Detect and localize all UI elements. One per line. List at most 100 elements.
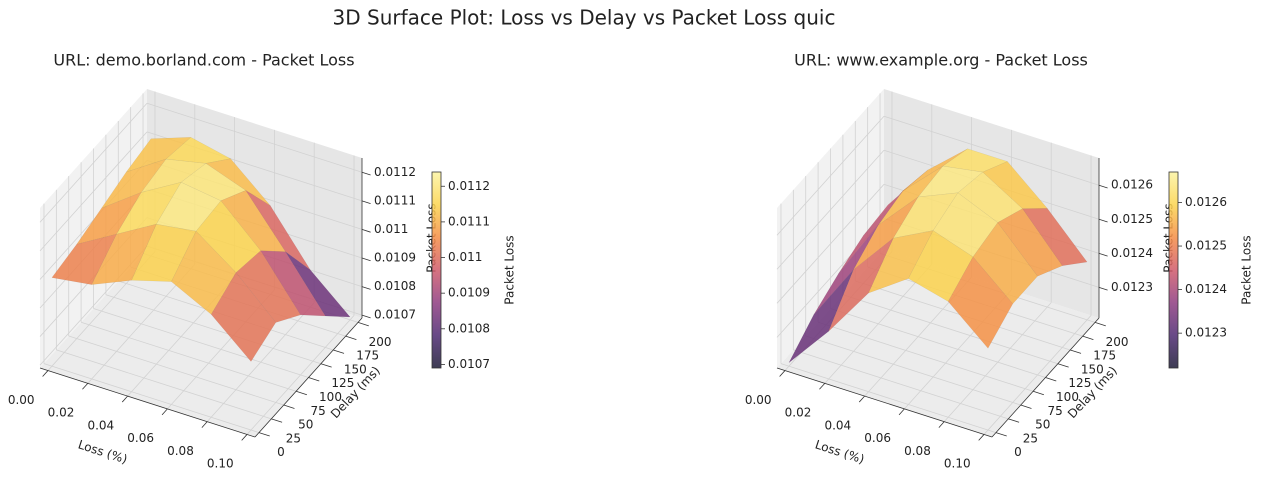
colorbar-tick-label: 0.0124: [1185, 282, 1227, 296]
subplot-title: URL: www.example.org - Packet Loss: [794, 51, 1088, 70]
tick-mark: [121, 395, 128, 403]
y-tick-label: 0: [277, 445, 285, 459]
y-tick-label: 25: [286, 431, 301, 445]
grid-line: [105, 294, 322, 365]
tick-mark: [978, 434, 985, 441]
tick-mark: [938, 421, 945, 428]
y-tick-label: 125: [331, 376, 354, 390]
tick-mark: [241, 434, 248, 441]
y-tick-label: 200: [369, 335, 392, 349]
colorbar-tick-label: 0.0108: [448, 321, 490, 335]
tick-mark: [819, 383, 826, 390]
x-tick-label: 0.10: [207, 457, 234, 471]
grid-line: [80, 321, 297, 392]
x-tick-label: 0.04: [824, 418, 851, 432]
tick-mark: [1098, 218, 1108, 223]
tick-mark: [1098, 184, 1108, 189]
z-tick-label: 0.0108: [374, 279, 416, 293]
tick-mark: [1098, 252, 1108, 257]
y-tick-label: 150: [1081, 362, 1104, 376]
colorbar-tick-label: 0.0112: [448, 179, 490, 193]
z-tick-label: 0.0112: [374, 165, 416, 179]
tick-mark: [995, 432, 1007, 437]
tick-mark: [1020, 404, 1032, 409]
y-tick-label: 75: [310, 404, 325, 418]
tick-mark: [201, 421, 208, 428]
x-tick-label: 0.06: [864, 431, 891, 445]
x-axis-label: Loss (%): [813, 437, 866, 466]
colorbar-tick-label: 0.0111: [448, 214, 490, 228]
grid-line: [776, 115, 885, 236]
grid-line: [780, 363, 997, 433]
x-tick-label: 0.02: [785, 406, 812, 420]
tick-mark: [1094, 322, 1106, 327]
grid-line: [93, 308, 309, 378]
tick-mark: [1098, 286, 1108, 291]
colorbar-tick-label: 0.0126: [1185, 195, 1227, 209]
x-tick-label: 0.10: [944, 457, 971, 471]
tick-mark: [258, 432, 270, 437]
x-tick-label: 0.08: [904, 444, 931, 458]
colorbar: [1168, 171, 1179, 369]
grid-line: [39, 103, 148, 223]
tick-mark: [361, 257, 371, 262]
grid-line: [39, 131, 148, 252]
y-tick-label: 50: [1035, 418, 1050, 432]
tick-mark: [295, 390, 307, 396]
colorbar-label: Packet Loss: [503, 235, 517, 304]
tick-mark: [361, 200, 371, 204]
grid-line: [793, 349, 1009, 420]
x-tick-label: 0.00: [8, 393, 35, 407]
colorbar-tick-label: 0.0109: [448, 286, 490, 300]
grid-line: [817, 321, 1034, 392]
surface-patch: [947, 256, 1014, 349]
tick-mark: [1008, 418, 1020, 423]
tick-mark: [320, 363, 332, 368]
surface-patch: [210, 272, 277, 362]
surface-patch: [997, 208, 1063, 277]
colorbar-label: Packet Loss: [1240, 235, 1254, 304]
z-tick-label: 0.0126: [1111, 178, 1153, 192]
grid-line: [883, 115, 1100, 186]
y-tick-label: 75: [1047, 404, 1062, 418]
z-tick-label: 0.0125: [1111, 212, 1153, 226]
tick-mark: [357, 322, 369, 327]
grid-line: [43, 363, 260, 433]
tick-mark: [308, 377, 320, 382]
z-tick-label: 0.0109: [374, 251, 416, 265]
z-tick-label: 0.0107: [374, 308, 416, 322]
grid-line: [805, 335, 1021, 406]
grid-line: [830, 308, 1046, 378]
tick-mark: [1070, 349, 1082, 354]
tick-mark: [898, 408, 905, 416]
tick-mark: [161, 408, 168, 416]
x-tick-label: 0.08: [167, 444, 194, 458]
grid-line: [56, 349, 272, 420]
y-tick-label: 150: [344, 362, 367, 376]
figure-title: 3D Surface Plot: Loss vs Delay vs Packet…: [333, 6, 836, 30]
x-tick-label: 0.06: [127, 431, 154, 445]
z-tick-label: 0.0111: [374, 193, 416, 207]
y-tick-label: 100: [1056, 390, 1079, 404]
tick-mark: [271, 418, 283, 423]
y-tick-label: 0: [1014, 445, 1022, 459]
tick-mark: [858, 395, 865, 403]
y-axis-line: [991, 317, 1100, 438]
colorbar-tick-label: 0.0125: [1185, 239, 1227, 253]
x-tick-label: 0.00: [745, 393, 772, 407]
tick-mark: [345, 335, 357, 341]
colorbar-tick-label: 0.011: [448, 250, 482, 264]
tick-mark: [1032, 390, 1044, 396]
y-tick-label: 125: [1068, 376, 1091, 390]
subplot-title: URL: demo.borland.com - Packet Loss: [53, 51, 354, 70]
y-axis-line: [254, 317, 363, 438]
colorbar-tick-label: 0.0123: [1185, 326, 1227, 340]
grid-line: [68, 335, 284, 406]
grid-line: [776, 150, 885, 270]
tick-mark: [361, 314, 371, 319]
tick-mark: [333, 349, 345, 354]
x-tick-label: 0.02: [48, 406, 75, 420]
y-tick-label: 175: [356, 349, 379, 363]
colorbar: [431, 171, 442, 369]
